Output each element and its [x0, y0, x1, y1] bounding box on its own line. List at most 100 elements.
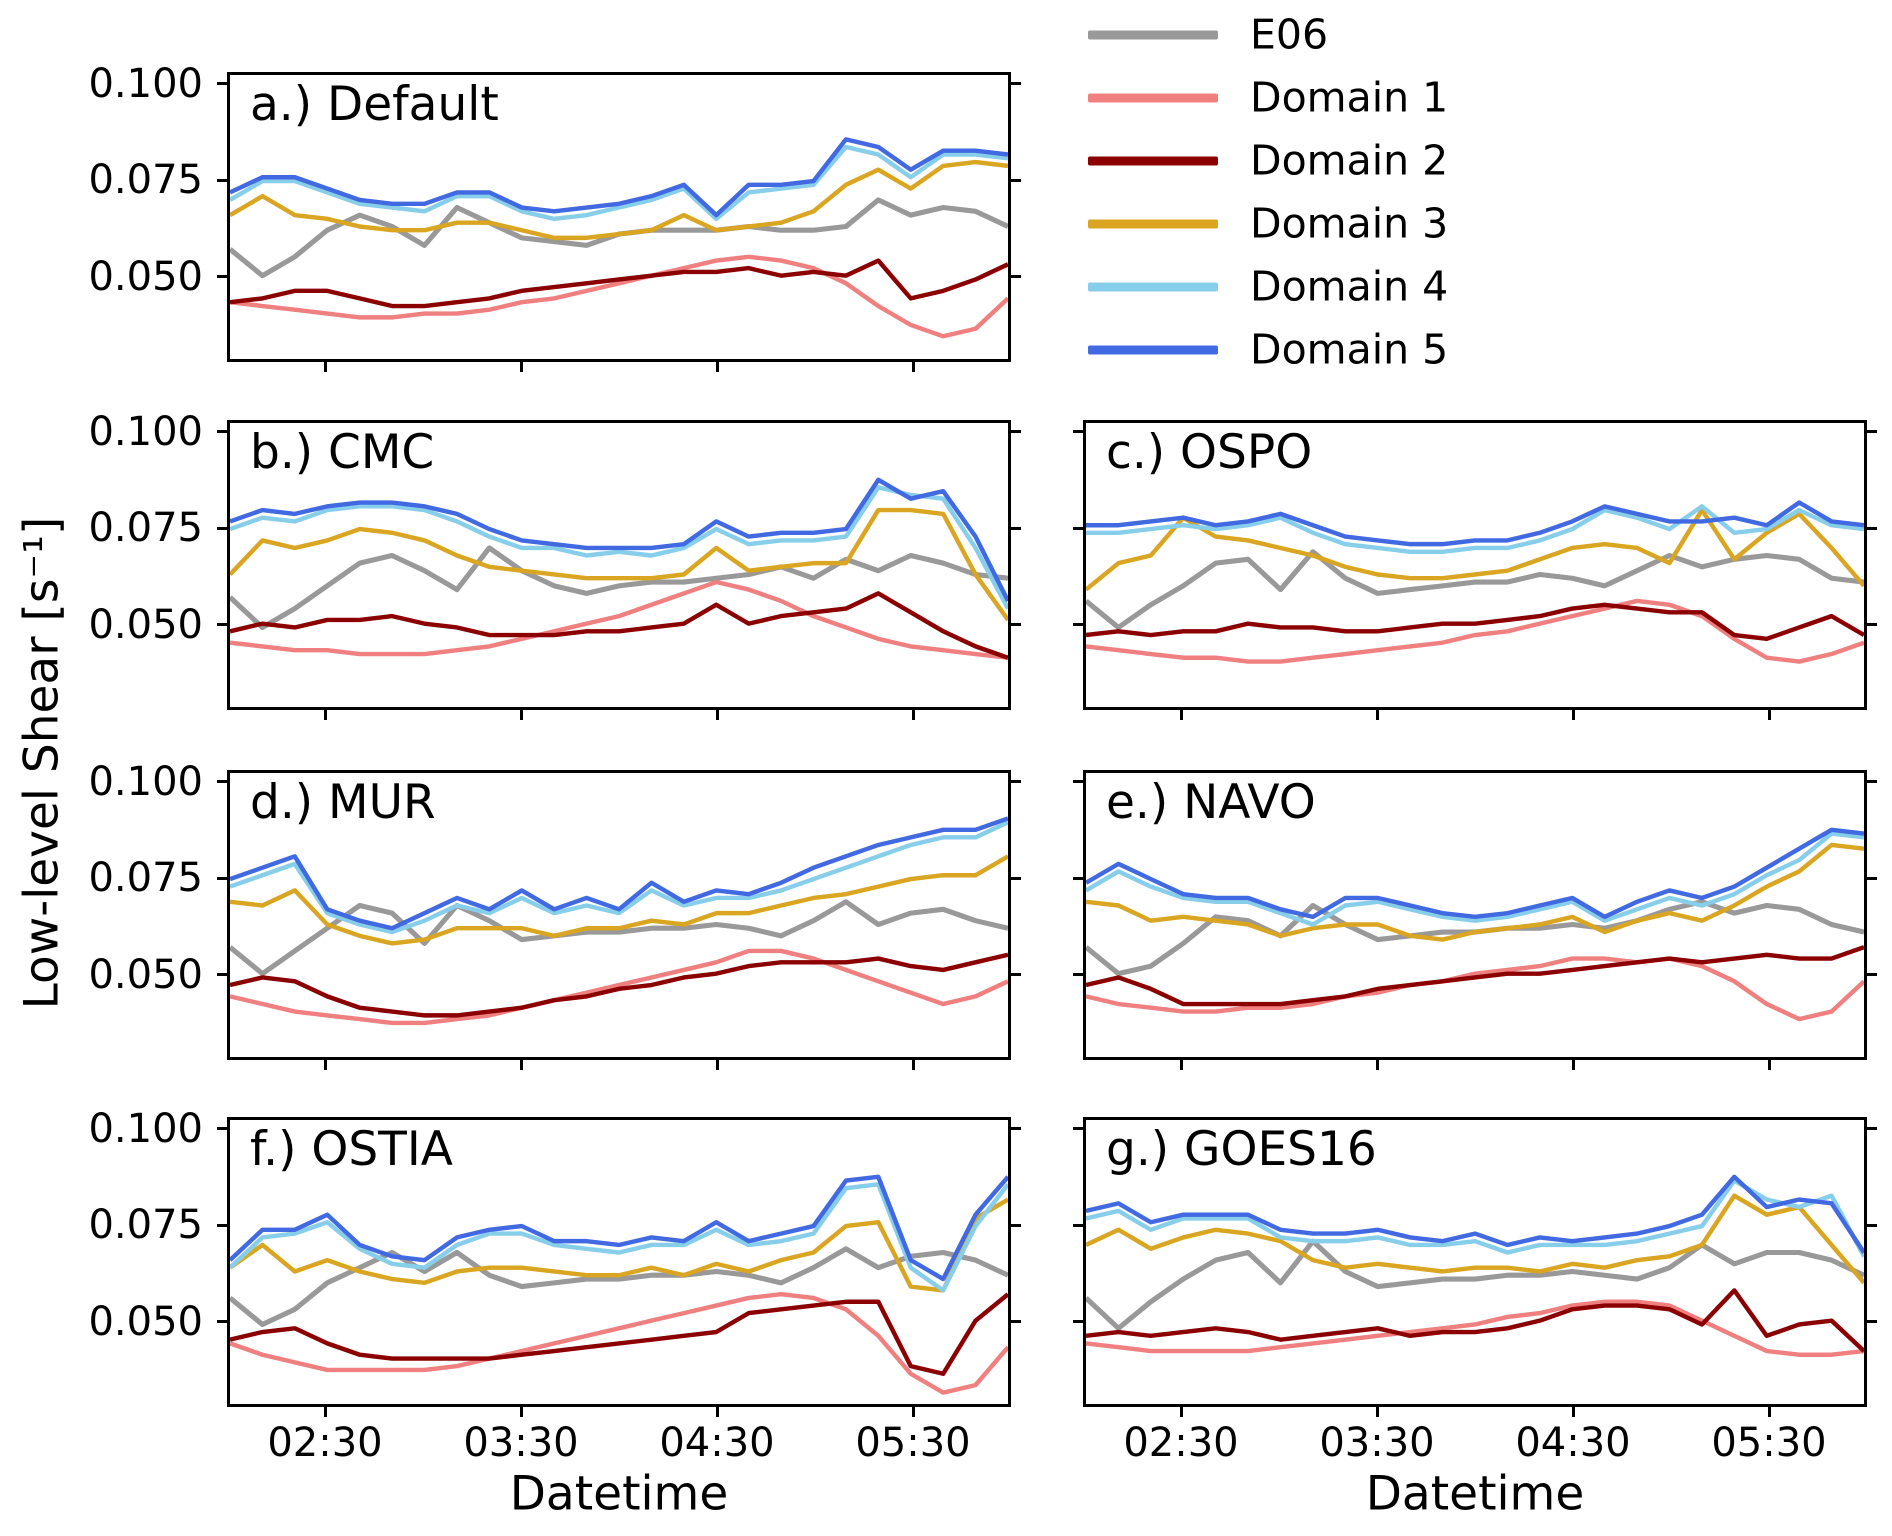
legend-line-sample — [1088, 282, 1218, 292]
y-tick-mark — [217, 1320, 227, 1324]
series-line-domain-2 — [230, 591, 1008, 660]
y-tick-label: 0.050 — [88, 601, 203, 648]
x-tick-mark — [1179, 1407, 1183, 1417]
x-tick-mark — [715, 710, 719, 720]
x-tick-mark — [1767, 710, 1771, 720]
y-tick-mark — [1011, 178, 1021, 182]
x-tick-mark — [519, 1060, 523, 1070]
x-tick-mark — [715, 362, 719, 372]
y-tick-label: 0.050 — [88, 951, 203, 998]
y-tick-mark — [1073, 526, 1083, 530]
x-axis-label-right-column: Datetime — [1365, 1466, 1585, 1522]
series-line-e06 — [230, 1246, 1008, 1328]
x-tick-mark — [911, 362, 915, 372]
x-tick-label: 03:30 — [1319, 1420, 1435, 1466]
y-tick-label: 0.100 — [88, 758, 203, 805]
x-tick-mark — [911, 710, 915, 720]
series-line-domain-5 — [1086, 827, 1864, 920]
series-line-domain-5 — [230, 477, 1008, 602]
series-line-domain-5 — [1086, 1174, 1864, 1254]
panel-e-title: e.) NAVO — [1106, 775, 1316, 830]
x-tick-mark — [1375, 1060, 1379, 1070]
legend-label: E06 — [1250, 10, 1329, 59]
series-line-domain-2 — [230, 952, 1008, 1018]
y-tick-label: 0.075 — [88, 505, 203, 552]
legend-line-sample — [1088, 93, 1218, 103]
panel-g-title: g.) GOES16 — [1106, 1122, 1377, 1177]
panel-a-plot-area — [230, 137, 1008, 339]
x-tick-label: 05:30 — [1711, 1420, 1827, 1466]
x-tick-mark — [1375, 1407, 1379, 1417]
series-line-e06 — [1086, 549, 1864, 631]
y-tick-mark — [1073, 430, 1083, 434]
series-line-domain-4 — [230, 820, 1008, 935]
series-line-domain-5 — [1086, 500, 1864, 547]
y-tick-mark — [1073, 780, 1083, 784]
series-line-domain-3 — [1086, 1193, 1864, 1285]
y-tick-mark — [1011, 623, 1021, 627]
x-tick-mark — [519, 362, 523, 372]
y-tick-mark — [1011, 1127, 1021, 1131]
series-line-domain-4 — [230, 144, 1008, 222]
series-line-e06 — [1086, 899, 1864, 977]
series-line-e06 — [230, 197, 1008, 279]
x-tick-label: 04:30 — [1515, 1420, 1631, 1466]
y-tick-label: 0.075 — [88, 855, 203, 902]
y-tick-mark — [217, 623, 227, 627]
y-tick-mark — [1073, 623, 1083, 627]
panel-e-navo: e.) NAVO — [1083, 770, 1867, 1060]
panel-e-plot-area — [1086, 827, 1864, 1022]
y-tick-label: 0.075 — [88, 1202, 203, 1249]
series-line-domain-4 — [1086, 831, 1864, 927]
x-tick-label: 02:30 — [267, 1420, 383, 1466]
panel-g-plot-area — [1086, 1174, 1864, 1357]
series-line-domain-4 — [1086, 1178, 1864, 1258]
panel-a-default: a.) Default — [227, 72, 1011, 362]
y-tick-label: 0.050 — [88, 253, 203, 300]
x-tick-mark — [519, 710, 523, 720]
y-tick-mark — [1073, 876, 1083, 880]
x-tick-mark — [323, 1407, 327, 1417]
y-tick-mark — [217, 973, 227, 977]
x-tick-mark — [1767, 1407, 1771, 1417]
x-tick-mark — [519, 1407, 523, 1417]
x-axis-label-left-column: Datetime — [509, 1466, 729, 1522]
series-line-domain-2 — [230, 258, 1008, 309]
legend-line-sample — [1088, 219, 1218, 229]
y-tick-mark — [1011, 82, 1021, 86]
y-tick-mark — [1867, 876, 1877, 880]
series-line-domain-2 — [230, 1292, 1008, 1376]
legend-line-sample — [1088, 30, 1218, 40]
y-tick-mark — [1073, 1127, 1083, 1131]
y-tick-mark — [1867, 973, 1877, 977]
series-line-domain-1 — [230, 579, 1008, 660]
y-tick-mark — [1867, 526, 1877, 530]
x-tick-mark — [1571, 1060, 1575, 1070]
legend-line-sample — [1088, 345, 1218, 355]
series-line-domain-3 — [1086, 842, 1864, 942]
x-tick-mark — [715, 1060, 719, 1070]
x-tick-label: 02:30 — [1123, 1420, 1239, 1466]
x-tick-mark — [1179, 1060, 1183, 1070]
panel-d-plot-area — [230, 816, 1008, 1026]
y-tick-label: 0.100 — [88, 60, 203, 107]
series-line-e06 — [230, 545, 1008, 631]
series-line-e06 — [230, 899, 1008, 977]
x-tick-label: 04:30 — [659, 1420, 775, 1466]
legend-label: Domain 2 — [1250, 136, 1449, 185]
x-tick-mark — [1179, 710, 1183, 720]
x-tick-mark — [323, 362, 327, 372]
y-tick-mark — [1011, 780, 1021, 784]
x-tick-label: 03:30 — [463, 1420, 579, 1466]
series-line-domain-4 — [1086, 504, 1864, 554]
y-tick-mark — [217, 1223, 227, 1227]
y-tick-mark — [1011, 275, 1021, 279]
series-line-e06 — [1086, 1238, 1864, 1331]
y-tick-mark — [1867, 623, 1877, 627]
y-tick-mark — [217, 876, 227, 880]
y-tick-mark — [1867, 1320, 1877, 1324]
series-line-domain-3 — [230, 507, 1008, 622]
y-tick-mark — [1011, 1320, 1021, 1324]
series-line-domain-4 — [230, 1182, 1008, 1293]
y-tick-mark — [1011, 973, 1021, 977]
